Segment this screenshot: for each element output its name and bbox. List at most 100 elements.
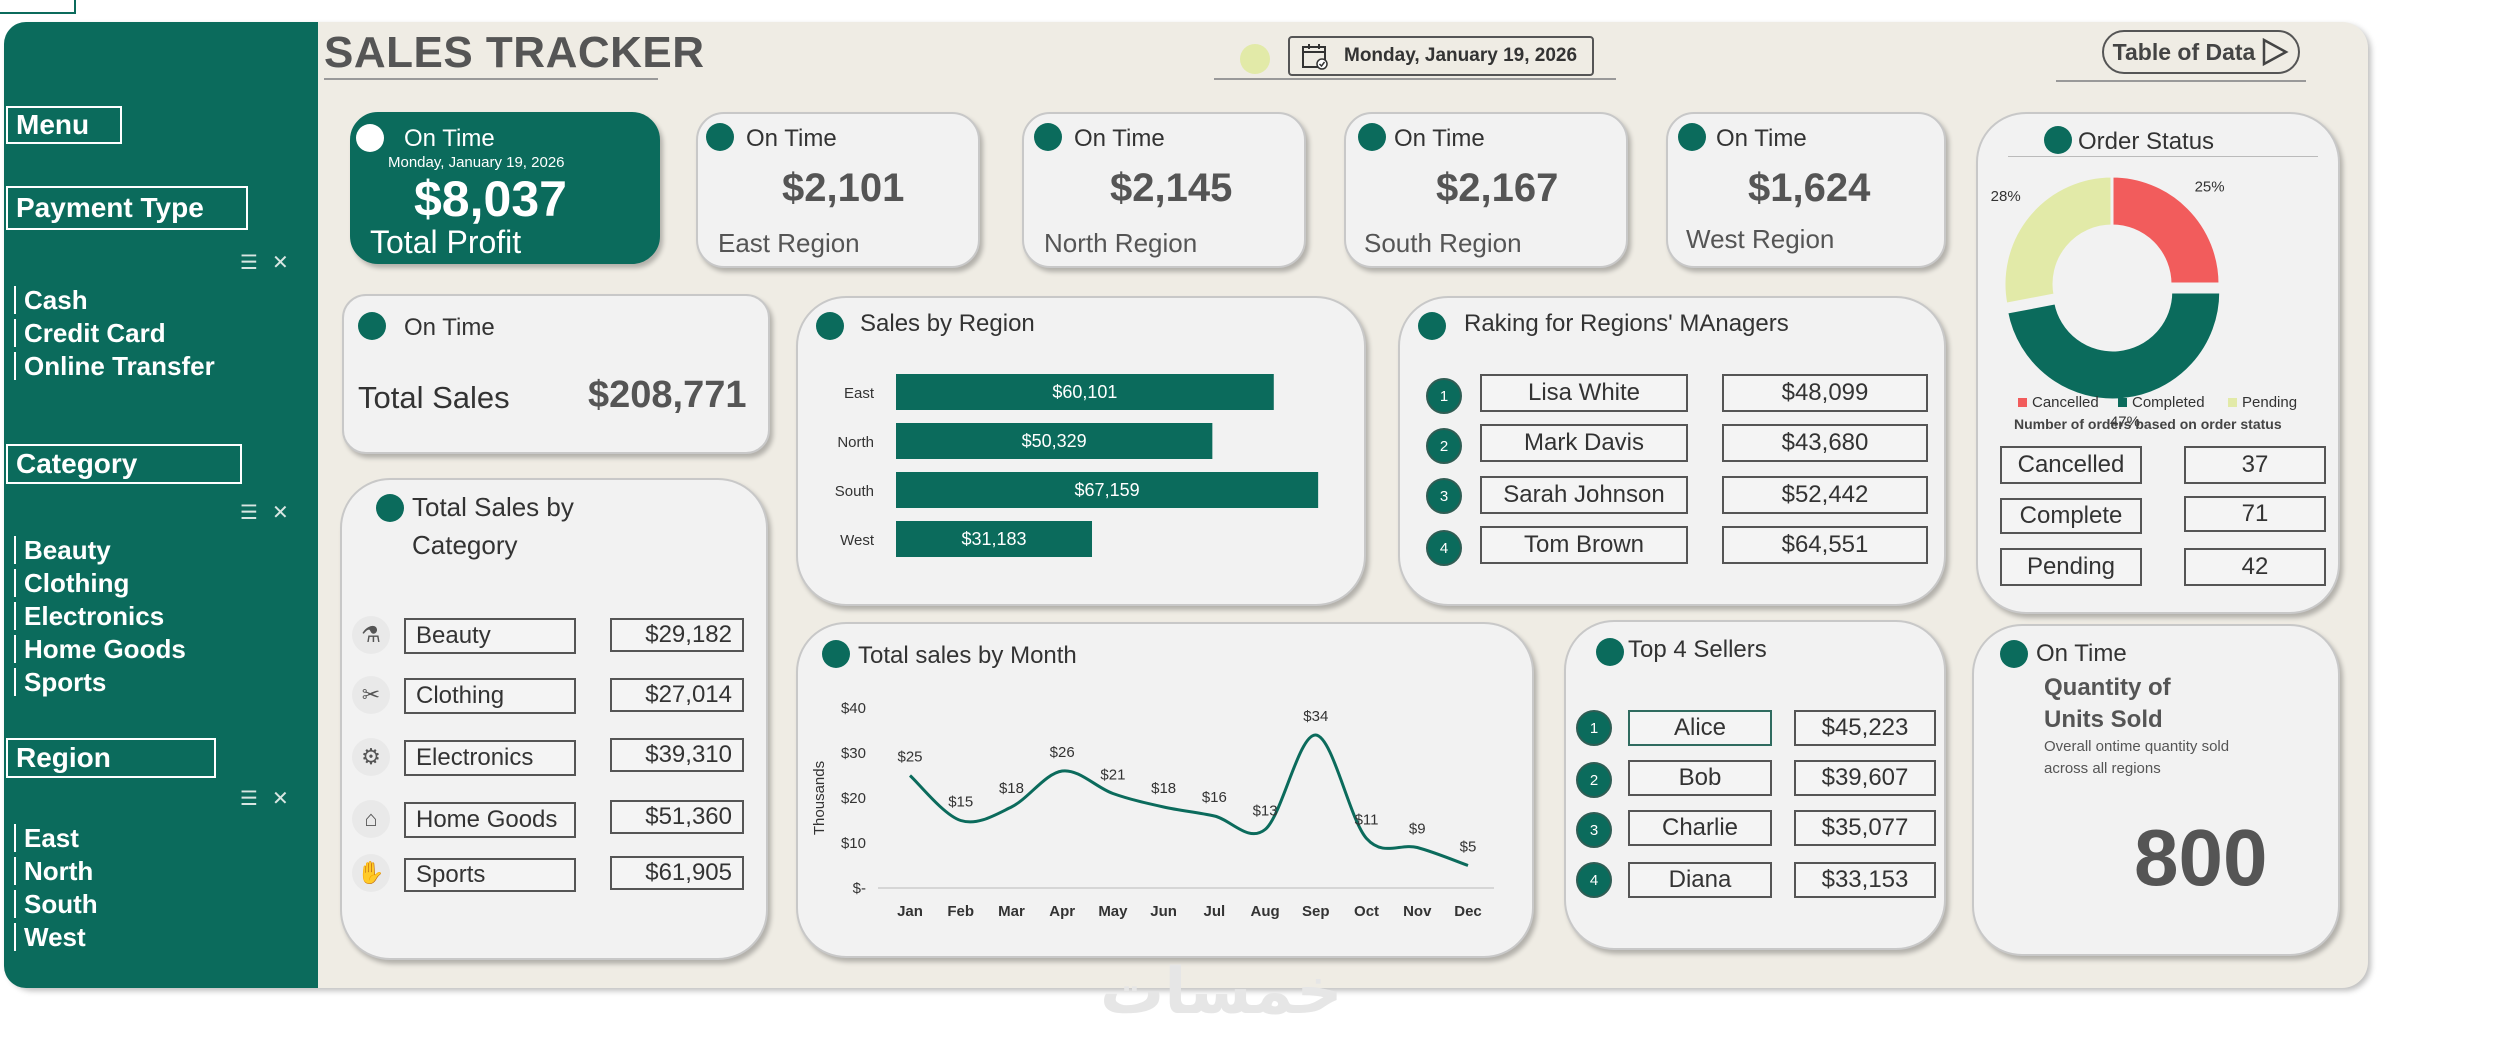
month-data-label: $18 bbox=[1151, 780, 1176, 797]
north-status: On Time bbox=[1074, 125, 1165, 152]
month-x-tick: Dec bbox=[1454, 903, 1482, 920]
total-sales-value: $208,771 bbox=[588, 374, 747, 416]
region-bar bbox=[896, 423, 1213, 459]
month-data-label: $5 bbox=[1460, 839, 1477, 856]
multi-select-icon[interactable]: ☰ bbox=[240, 788, 258, 810]
total-sales-label: Total Sales bbox=[358, 380, 510, 415]
month-data-label: $18 bbox=[999, 780, 1024, 797]
quantity-card: On Time Quantity of Units Sold Overall o… bbox=[1972, 624, 2340, 956]
region-bar bbox=[896, 374, 1274, 410]
region-bar-category: West bbox=[840, 532, 875, 549]
donut-percent-label: 28% bbox=[1991, 188, 2021, 205]
slicer-item-clothing[interactable]: Clothing bbox=[14, 569, 186, 597]
clear-filter-icon[interactable]: ✕ bbox=[271, 252, 289, 274]
slicer-item-sports[interactable]: Sports bbox=[14, 668, 186, 696]
status-dot bbox=[356, 124, 384, 152]
order-status-count: 71 bbox=[2184, 496, 2326, 532]
play-arrow-icon bbox=[2263, 37, 2289, 67]
month-y-tick: $40 bbox=[841, 700, 866, 717]
month-y-axis-label: Thousands bbox=[811, 761, 828, 835]
west-label: West Region bbox=[1686, 224, 1835, 254]
top-sellers-card: Top 4 Sellers 1 Alice $45,223 2 Bob $39,… bbox=[1564, 620, 1946, 950]
profit-date: Monday, January 19, 2026 bbox=[388, 154, 565, 171]
month-x-tick: Mar bbox=[998, 903, 1025, 920]
order-status-card: Order Status 25% 47% 28% Cancelled Completed… bbox=[1976, 112, 2340, 614]
legend-swatch bbox=[2018, 398, 2027, 407]
status-dot bbox=[1418, 312, 1446, 340]
month-data-label: $21 bbox=[1100, 767, 1125, 784]
donut-slice bbox=[2002, 174, 2114, 306]
multi-select-icon[interactable]: ☰ bbox=[240, 502, 258, 524]
category-list: Beauty Clothing Electronics Home Goods S… bbox=[14, 536, 186, 701]
menu-label[interactable]: Menu bbox=[6, 106, 122, 144]
slicer-item-electronics[interactable]: Electronics bbox=[14, 602, 186, 630]
order-status-count: 37 bbox=[2184, 446, 2326, 484]
corner-marker bbox=[0, 0, 76, 14]
category-name-beauty: Beauty bbox=[404, 618, 576, 654]
manager-name: Lisa White bbox=[1480, 374, 1688, 412]
page-title: SALES TRACKER bbox=[324, 28, 705, 77]
multi-select-icon[interactable]: ☰ bbox=[240, 252, 258, 274]
rank-badge: 2 bbox=[1426, 428, 1462, 464]
south-value: $2,167 bbox=[1436, 166, 1559, 210]
date-underline bbox=[1214, 78, 1616, 80]
region-bar-label: $31,183 bbox=[961, 529, 1026, 549]
category-value-electronics: $39,310 bbox=[610, 738, 744, 772]
table-of-data-label: Table of Data bbox=[2112, 38, 2256, 65]
manager-value: $43,680 bbox=[1722, 424, 1928, 462]
month-x-tick: Jan bbox=[897, 903, 923, 920]
slicer-item-cash[interactable]: Cash bbox=[14, 286, 215, 314]
sales-by-region-card: Sales by Region East $60,101 North $50,329 S… bbox=[796, 296, 1366, 606]
east-value: $2,101 bbox=[782, 166, 905, 210]
east-status: On Time bbox=[746, 125, 837, 152]
legend-swatch bbox=[2228, 398, 2237, 407]
clear-filter-icon[interactable]: ✕ bbox=[271, 788, 289, 810]
slicer-item-online-transfer[interactable]: Online Transfer bbox=[14, 352, 215, 380]
slicer-item-home-goods[interactable]: Home Goods bbox=[14, 635, 186, 663]
month-data-label: $9 bbox=[1409, 821, 1426, 838]
seller-value: $39,607 bbox=[1794, 760, 1936, 796]
manager-value: $64,551 bbox=[1722, 526, 1928, 564]
rank-badge: 1 bbox=[1426, 378, 1462, 414]
month-data-label: $15 bbox=[948, 794, 973, 811]
rank-badge: 2 bbox=[1576, 762, 1612, 798]
category-name-electronics: Electronics bbox=[404, 740, 576, 776]
status-dot bbox=[1034, 123, 1062, 151]
slicer-item-east[interactable]: East bbox=[14, 824, 98, 852]
rank-badge: 1 bbox=[1576, 710, 1612, 746]
north-label: North Region bbox=[1044, 228, 1198, 258]
slicer-item-credit-card[interactable]: Credit Card bbox=[14, 319, 215, 347]
region-slicer-title: Region bbox=[6, 738, 216, 778]
slicer-item-west[interactable]: West bbox=[14, 923, 98, 951]
month-x-tick: Jul bbox=[1204, 903, 1226, 920]
seller-name: Alice bbox=[1628, 710, 1772, 746]
month-x-tick: Nov bbox=[1403, 903, 1432, 920]
month-data-label: $34 bbox=[1303, 708, 1328, 725]
status-dot bbox=[358, 312, 386, 340]
month-data-label: $13 bbox=[1253, 803, 1278, 820]
status-dot bbox=[706, 123, 734, 151]
category-title-2: Category bbox=[412, 530, 518, 560]
quantity-title-1: Quantity of bbox=[2044, 674, 2171, 701]
south-label: South Region bbox=[1364, 228, 1522, 258]
quantity-value: 800 bbox=[2134, 813, 2268, 902]
slicer-item-south[interactable]: South bbox=[14, 890, 98, 918]
manager-name: Sarah Johnson bbox=[1480, 476, 1688, 514]
quantity-desc-1: Overall ontime quantity sold bbox=[2044, 738, 2230, 755]
status-dot bbox=[2044, 126, 2072, 154]
category-name-sports: Sports bbox=[404, 858, 576, 892]
seller-name: Diana bbox=[1628, 862, 1772, 898]
slicer-item-north[interactable]: North bbox=[14, 857, 98, 885]
order-status-title: Order Status bbox=[2078, 128, 2215, 155]
clear-filter-icon[interactable]: ✕ bbox=[271, 502, 289, 524]
manager-value: $52,442 bbox=[1722, 476, 1928, 514]
title-underline bbox=[324, 78, 658, 80]
donut-percent-label: 47% bbox=[2110, 413, 2140, 430]
table-of-data-button[interactable]: Table of Data bbox=[2102, 30, 2300, 74]
slicer-item-beauty[interactable]: Beauty bbox=[14, 536, 186, 564]
region-chart-title: Sales by Region bbox=[860, 310, 1035, 337]
south-region-card: On Time $2,167 South Region bbox=[1344, 112, 1628, 268]
order-status-count: 42 bbox=[2184, 548, 2326, 586]
payment-type-slicer-title: Payment Type bbox=[6, 186, 248, 230]
clothing-icon: ✂ bbox=[352, 676, 390, 714]
